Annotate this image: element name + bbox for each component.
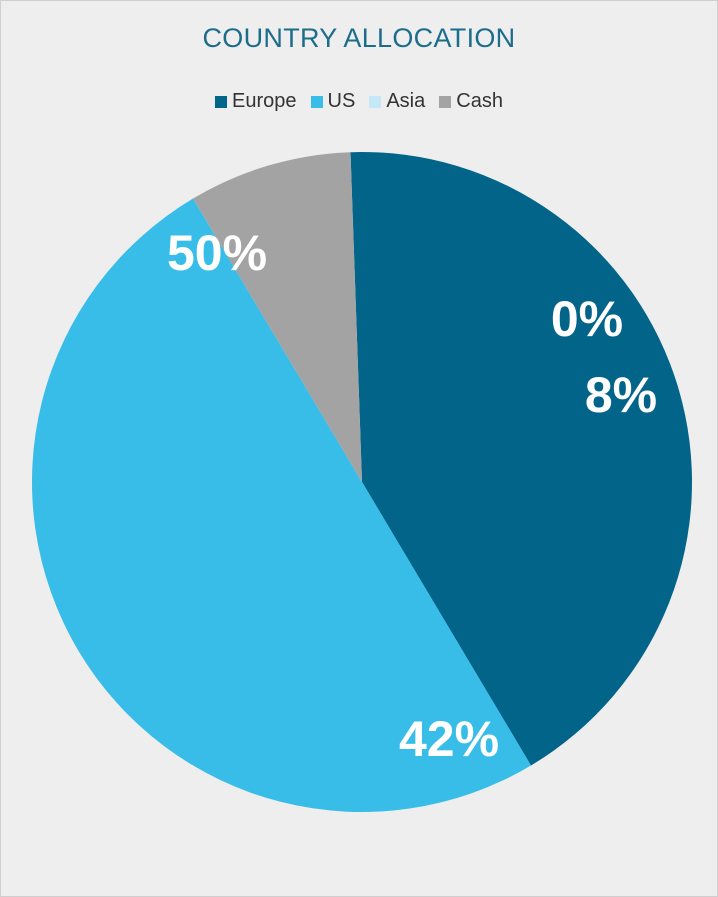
- pie-slice-cash: [193, 152, 362, 482]
- legend-label: Europe: [232, 90, 297, 112]
- pie-slice-us: [31, 198, 531, 813]
- legend-item-us: US: [310, 90, 356, 113]
- legend-item-asia: Asia: [369, 90, 425, 113]
- legend-item-cash: Cash: [439, 90, 503, 113]
- legend-swatch: [215, 95, 228, 108]
- legend-swatch: [310, 95, 323, 108]
- slice-label-cash: 8%: [585, 367, 657, 423]
- legend-swatch: [439, 95, 452, 108]
- legend-item-europe: Europe: [215, 90, 297, 113]
- legend-label: Cash: [456, 90, 503, 112]
- slice-label-europe: 42%: [399, 711, 499, 767]
- slice-label-us: 50%: [167, 225, 267, 281]
- legend-label: US: [327, 90, 356, 112]
- slice-label-asia: 0%: [551, 291, 623, 347]
- legend-swatch: [369, 95, 382, 108]
- legend-label: Asia: [386, 90, 426, 112]
- chart-title: COUNTRY ALLOCATION: [202, 23, 516, 53]
- pie-slice-europe: [350, 152, 692, 766]
- legend: Europe US Asia Cash: [1, 90, 717, 113]
